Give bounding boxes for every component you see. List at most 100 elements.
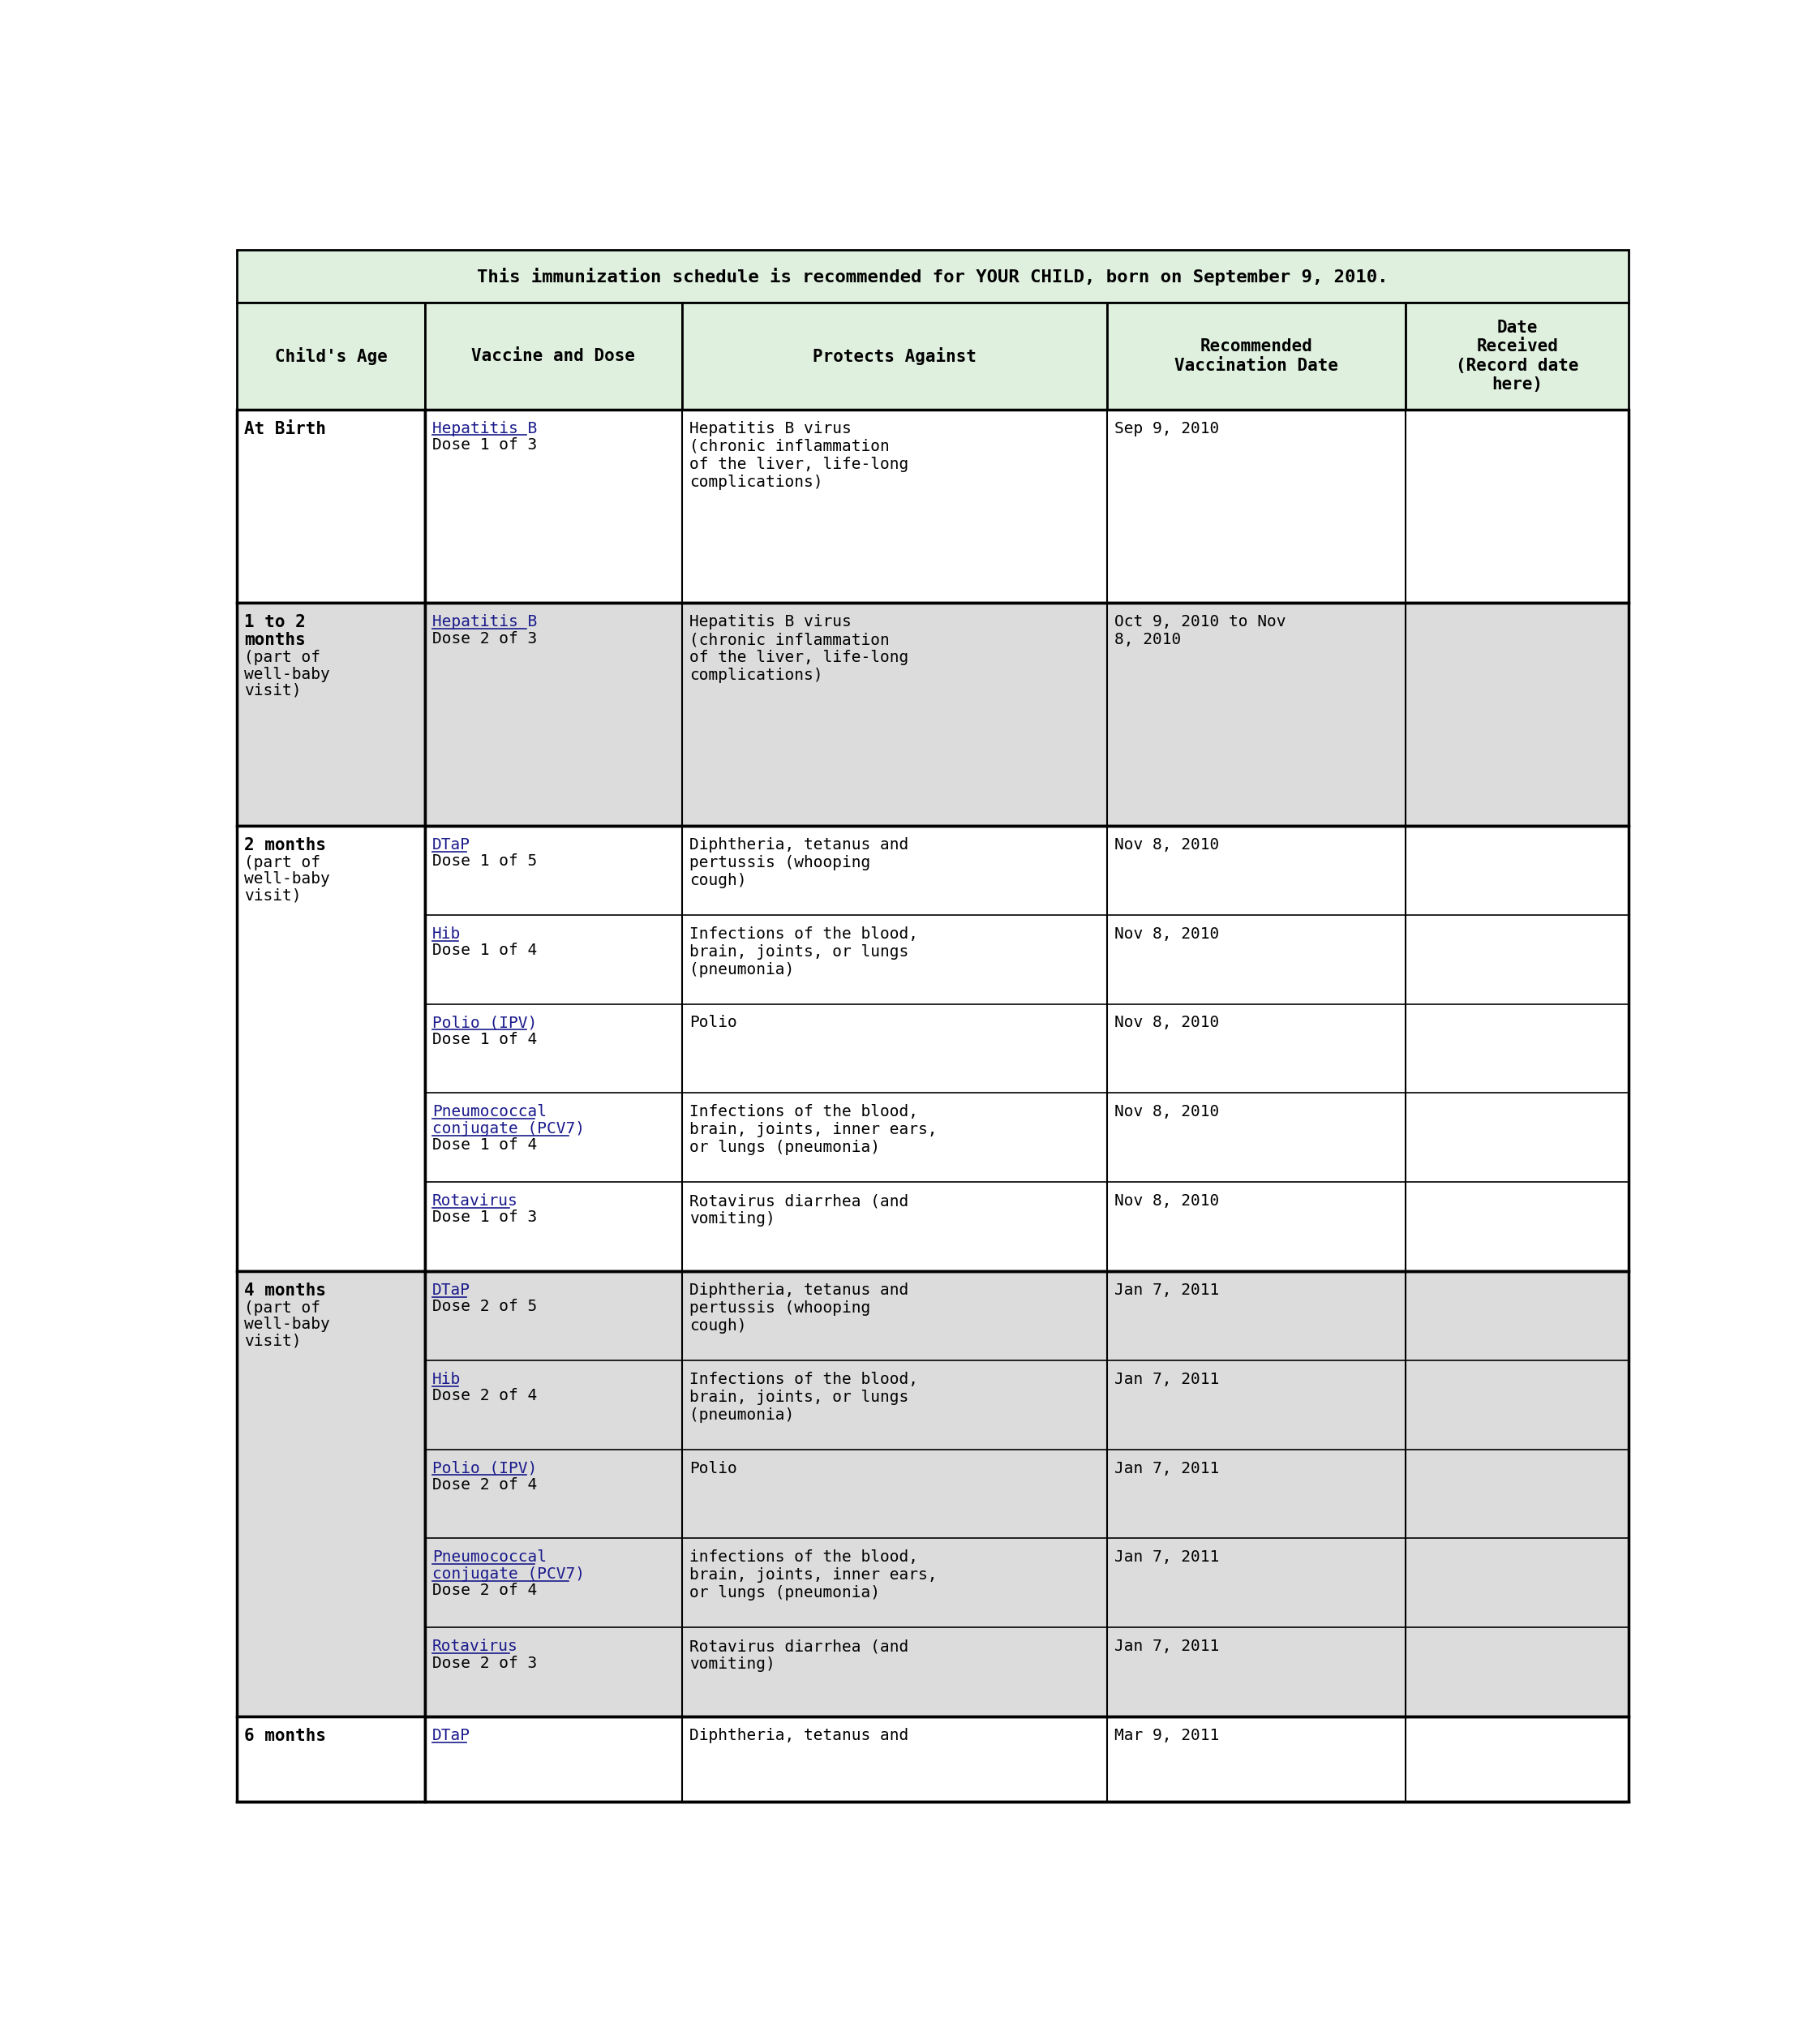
Bar	[237, 602, 424, 825]
Bar	[1405, 410, 1629, 602]
Text: Dose 2 of 4: Dose 2 of 4	[433, 1582, 537, 1598]
Text: conjugate (PCV7): conjugate (PCV7)	[433, 1566, 584, 1582]
Text: Diphtheria, tetanus and
pertussis (whooping
cough): Diphtheria, tetanus and pertussis (whoop…	[690, 1282, 908, 1334]
Bar	[1405, 825, 1629, 915]
Text: Polio (IPV): Polio (IPV)	[433, 1016, 537, 1030]
Bar	[1107, 410, 1405, 602]
Bar	[424, 602, 682, 825]
Text: well-baby: well-baby	[244, 667, 329, 681]
Bar	[424, 1182, 682, 1272]
Text: Diphtheria, tetanus and
pertussis (whooping
cough): Diphtheria, tetanus and pertussis (whoop…	[690, 838, 908, 888]
Text: Dose 1 of 3: Dose 1 of 3	[433, 438, 537, 452]
Bar	[1405, 1093, 1629, 1182]
Text: Date
Received
(Record date
here): Date Received (Record date here)	[1456, 320, 1578, 393]
Bar	[1405, 1716, 1629, 1801]
Bar	[682, 1093, 1107, 1182]
Text: Pneumococcal: Pneumococcal	[433, 1103, 546, 1119]
Bar	[237, 825, 424, 1272]
Text: 4 months: 4 months	[244, 1282, 326, 1298]
Text: visit): visit)	[244, 888, 302, 902]
Bar	[682, 1716, 1107, 1801]
Text: well-baby: well-baby	[244, 872, 329, 886]
Text: Nov 8, 2010: Nov 8, 2010	[1114, 1103, 1219, 1119]
Text: Dose 2 of 4: Dose 2 of 4	[433, 1387, 537, 1403]
Bar	[1107, 1539, 1405, 1628]
Text: DTaP: DTaP	[433, 1728, 470, 1744]
Bar	[682, 1004, 1107, 1093]
Bar	[424, 825, 1629, 1272]
Bar	[237, 1272, 424, 1716]
Bar	[1107, 1450, 1405, 1539]
Text: months: months	[244, 633, 306, 649]
Bar	[237, 410, 424, 602]
Text: Hib: Hib	[433, 927, 460, 941]
Text: Infections of the blood,
brain, joints, inner ears,
or lungs (pneumonia): Infections of the blood, brain, joints, …	[690, 1103, 937, 1156]
Bar	[1107, 1272, 1405, 1361]
Text: well-baby: well-baby	[244, 1316, 329, 1332]
Text: Pneumococcal: Pneumococcal	[433, 1549, 546, 1566]
Bar	[1107, 825, 1405, 915]
Bar	[1107, 1004, 1405, 1093]
Bar	[682, 410, 1107, 602]
Bar	[682, 825, 1107, 915]
Text: (part of: (part of	[244, 1300, 320, 1316]
Text: visit): visit)	[244, 1332, 302, 1349]
Text: Recommended
Vaccination Date: Recommended Vaccination Date	[1174, 339, 1338, 373]
Bar	[1405, 1004, 1629, 1093]
Bar	[1405, 602, 1629, 825]
Text: Dose 1 of 4: Dose 1 of 4	[433, 1032, 537, 1046]
Bar	[424, 1450, 682, 1539]
Bar	[1405, 302, 1629, 410]
Text: Nov 8, 2010: Nov 8, 2010	[1114, 838, 1219, 852]
Text: Polio: Polio	[690, 1016, 737, 1030]
Text: Hepatitis B: Hepatitis B	[433, 614, 537, 629]
Bar	[424, 1272, 1629, 1716]
Bar	[424, 410, 1629, 602]
Bar	[1107, 1182, 1405, 1272]
Bar	[682, 302, 1107, 410]
Text: Rotavirus diarrhea (and
vomiting): Rotavirus diarrhea (and vomiting)	[690, 1639, 908, 1671]
Text: Rotavirus diarrhea (and
vomiting): Rotavirus diarrhea (and vomiting)	[690, 1192, 908, 1227]
Text: Dose 1 of 3: Dose 1 of 3	[433, 1211, 537, 1225]
Bar	[237, 249, 1629, 302]
Text: Mar 9, 2011: Mar 9, 2011	[1114, 1728, 1219, 1744]
Text: visit): visit)	[244, 683, 302, 698]
Bar	[1107, 1716, 1405, 1801]
Text: Hepatitis B: Hepatitis B	[433, 420, 537, 436]
Text: Vaccine and Dose: Vaccine and Dose	[471, 349, 635, 365]
Bar	[1405, 915, 1629, 1004]
Text: 1 to 2: 1 to 2	[244, 614, 306, 631]
Text: (part of: (part of	[244, 854, 320, 870]
Bar	[424, 410, 682, 602]
Bar	[682, 1272, 1107, 1361]
Text: Dose 2 of 4: Dose 2 of 4	[433, 1476, 537, 1493]
Bar	[682, 602, 1107, 825]
Text: Dose 2 of 5: Dose 2 of 5	[433, 1300, 537, 1314]
Bar	[1405, 1450, 1629, 1539]
Text: Jan 7, 2011: Jan 7, 2011	[1114, 1549, 1219, 1566]
Text: DTaP: DTaP	[433, 1282, 470, 1298]
Text: Nov 8, 2010: Nov 8, 2010	[1114, 1016, 1219, 1030]
Bar	[1107, 1093, 1405, 1182]
Text: Jan 7, 2011: Jan 7, 2011	[1114, 1282, 1219, 1298]
Text: Dose 1 of 5: Dose 1 of 5	[433, 854, 537, 868]
Bar	[424, 1716, 682, 1801]
Bar	[1107, 1628, 1405, 1716]
Bar	[424, 1004, 682, 1093]
Bar	[682, 1450, 1107, 1539]
Text: At Birth: At Birth	[244, 420, 326, 436]
Text: Hib: Hib	[433, 1371, 460, 1387]
Text: Diphtheria, tetanus and: Diphtheria, tetanus and	[690, 1728, 908, 1744]
Bar	[424, 302, 682, 410]
Text: Dose 2 of 3: Dose 2 of 3	[433, 631, 537, 647]
Bar	[682, 1539, 1107, 1628]
Bar	[424, 1716, 1629, 1801]
Bar	[682, 915, 1107, 1004]
Text: Dose 1 of 4: Dose 1 of 4	[433, 943, 537, 957]
Bar	[424, 1093, 682, 1182]
Text: Protects Against: Protects Against	[812, 347, 976, 365]
Text: Polio (IPV): Polio (IPV)	[433, 1460, 537, 1476]
Bar	[682, 1628, 1107, 1716]
Bar	[237, 302, 424, 410]
Text: Dose 2 of 3: Dose 2 of 3	[433, 1655, 537, 1671]
